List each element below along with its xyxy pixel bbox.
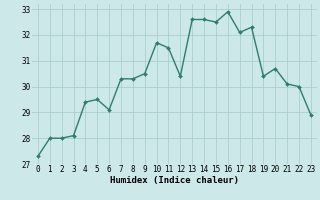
X-axis label: Humidex (Indice chaleur): Humidex (Indice chaleur): [110, 176, 239, 185]
